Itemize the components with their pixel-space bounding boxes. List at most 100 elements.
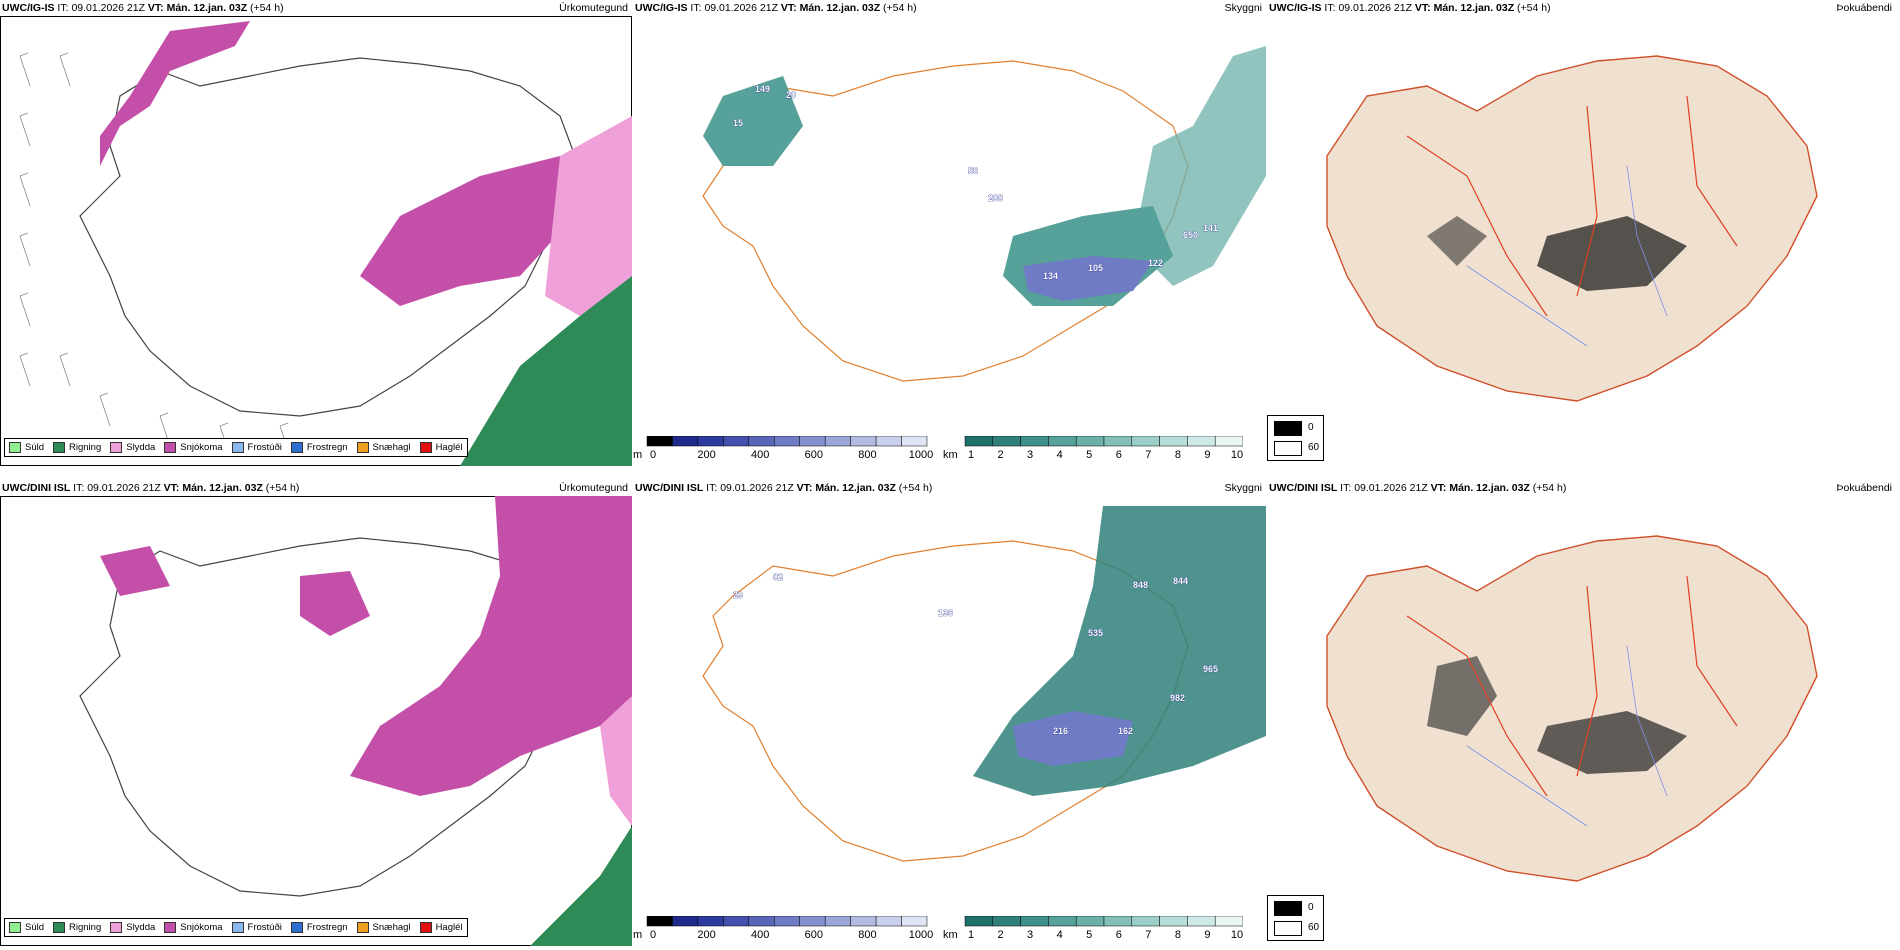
panel-title: Þokuábendi: [1836, 2, 1892, 14]
legend-item: Snæhagl: [356, 922, 411, 933]
visibility-colorbar-swatches: [964, 436, 1243, 447]
legend-item: Frostúði: [231, 442, 282, 453]
panel-title: Skyggni: [1224, 2, 1262, 14]
legend-swatch: [110, 922, 123, 933]
legend-item: Snæhagl: [356, 442, 411, 453]
colorbar-swatch: [697, 916, 724, 927]
svg-text:149: 149: [755, 84, 770, 94]
colorbar-swatch: [774, 916, 800, 927]
colorbar-swatch: [1048, 436, 1077, 447]
colorbar-tick: 5: [1086, 929, 1093, 941]
colorbar-swatch: [799, 916, 826, 927]
svg-text:141: 141: [1203, 223, 1218, 233]
fog-legend-dark-value: 0: [1308, 422, 1314, 433]
colorbar-tick: 7: [1145, 449, 1152, 461]
height-colorbar: m 0 200 400 600 800 1000: [633, 916, 933, 942]
colorbar-swatch: [850, 436, 877, 447]
cloud-base-labels: 29 82 136 535 848 844 965 982 162 216: [733, 572, 1219, 737]
panel-title: Skyggni: [1224, 482, 1262, 494]
colorbar-tick: 3: [1027, 449, 1034, 461]
colorbar-tick: 1: [967, 929, 975, 941]
height-unit: m: [633, 449, 643, 461]
fog-legend-dark-value: 0: [1308, 902, 1314, 913]
colorbar-swatch: [1020, 436, 1049, 447]
colorbar-swatch: [875, 436, 902, 447]
colorbar-swatch: [799, 436, 826, 447]
colorbar-tick: 9: [1204, 929, 1211, 941]
panel-title: Úrkomutegund: [559, 482, 628, 494]
precip-panel-bottom: UWC/DINI ISL IT: 09.01.2026 21Z VT: Mán.…: [0, 480, 632, 950]
colorbar-tick: 8: [1174, 449, 1181, 461]
colorbar-swatch: [1159, 916, 1188, 927]
svg-text:136: 136: [938, 608, 953, 618]
fog-map: [1326, 55, 1818, 402]
colorbar-swatch: [748, 916, 775, 927]
fog-legend: 0 60: [1267, 895, 1324, 941]
colorbar-tick: 4: [1056, 449, 1063, 461]
svg-text:650: 650: [1183, 230, 1198, 240]
legend-item: Frostúði: [231, 922, 282, 933]
colorbar-tick: 800: [858, 929, 877, 941]
precip-map: [0, 16, 632, 466]
fog-legend-light-value: 60: [1308, 442, 1320, 453]
panel-header: UWC/IG-IS IT: 09.01.2026 21Z VT: Mán. 12…: [2, 2, 284, 14]
svg-text:848: 848: [1133, 580, 1148, 590]
colorbar-tick: 8: [1174, 929, 1181, 941]
colorbar-tick: 9: [1204, 449, 1211, 461]
visibility-map: 149 20 15 56 288 134 105 122 650 141: [702, 46, 1266, 382]
colorbar-tick: 6: [1115, 929, 1122, 941]
legend-swatch: [164, 442, 177, 453]
panel-header: UWC/DINI ISL IT: 09.01.2026 21Z VT: Mán.…: [1269, 482, 1567, 494]
fog-legend-dark: [1274, 901, 1302, 916]
fog-map: [1326, 535, 1818, 882]
visibility-colorbar-swatches: [964, 916, 1243, 927]
colorbar-swatch: [646, 916, 673, 927]
colorbar-tick: 400: [751, 449, 770, 461]
colorbar-swatch: [1020, 916, 1049, 927]
colorbar-tick: 1000: [908, 449, 934, 461]
precip-type-legend: Súld Rigning Slydda Snjókoma Frostúði Fr…: [4, 438, 468, 457]
colorbar-swatch: [1187, 436, 1216, 447]
colorbar-swatch: [875, 916, 902, 927]
colorbar-swatch: [774, 436, 800, 447]
cloud-base-labels: 149 20 15 56 288 134 105 122 650 141: [733, 84, 1219, 282]
legend-swatch: [110, 442, 123, 453]
legend-item: Haglél: [419, 442, 463, 453]
legend-item: Slydda: [110, 442, 155, 453]
colorbar-tick: 0: [649, 929, 657, 941]
svg-text:20: 20: [786, 90, 796, 100]
svg-text:982: 982: [1170, 693, 1185, 703]
legend-swatch: [53, 922, 66, 933]
colorbar-swatch: [824, 916, 851, 927]
colorbar-swatch: [1048, 916, 1077, 927]
legend-swatch: [290, 442, 303, 453]
colorbar-swatch: [1187, 916, 1216, 927]
colorbar-tick: 1: [967, 449, 975, 461]
colorbar-swatch: [992, 436, 1021, 447]
colorbar-swatch: [697, 436, 724, 447]
colorbar-swatch: [964, 916, 994, 927]
colorbar-tick: 0: [649, 449, 657, 461]
colorbar-swatch: [824, 436, 851, 447]
colorbar-tick: 800: [858, 449, 877, 461]
legend-item: Súld: [9, 922, 44, 933]
svg-text:29: 29: [733, 590, 743, 600]
legend-item: Snjókoma: [164, 442, 223, 453]
colorbar-swatch: [1131, 916, 1160, 927]
legend-item: Rigning: [53, 922, 101, 933]
legend-item: Frostregn: [290, 442, 348, 453]
colorbar-swatch: [646, 436, 673, 447]
colorbar-swatch: [748, 436, 775, 447]
legend-swatch: [356, 442, 369, 453]
legend-swatch: [9, 442, 21, 453]
colorbar-tick: 6: [1115, 449, 1122, 461]
legend-swatch: [231, 442, 244, 453]
visibility-colorbar: km 1 2 3 4 5 6 7 8 9 10: [943, 916, 1243, 942]
legend-swatch: [356, 922, 369, 933]
precip-map: [0, 496, 632, 946]
colorbar-swatch: [1075, 916, 1105, 927]
svg-text:134: 134: [1043, 271, 1058, 281]
svg-text:56: 56: [968, 166, 978, 176]
legend-item: Frostregn: [290, 922, 348, 933]
colorbar-tick: 200: [697, 449, 716, 461]
